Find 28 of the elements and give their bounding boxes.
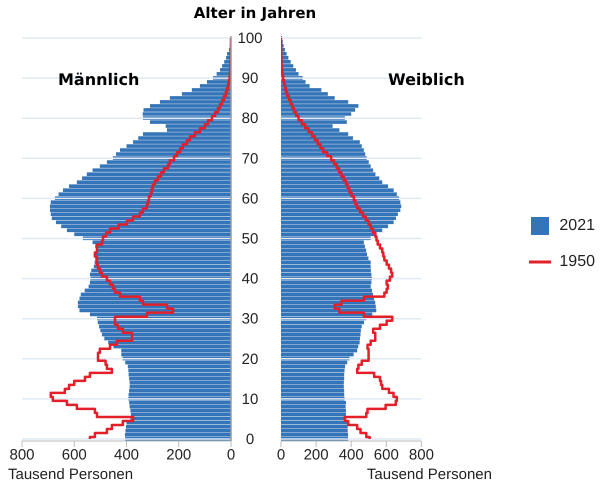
x-tick-label: 200 — [166, 446, 192, 464]
x-tick-label: 400 — [114, 446, 140, 464]
x-tick-label: 800 — [9, 446, 35, 464]
x-tick-label: 400 — [338, 446, 364, 464]
y-tick-label: 50 — [242, 230, 258, 248]
x-tick-label: 600 — [62, 446, 87, 464]
x-tick-label: 200 — [304, 446, 329, 464]
x-tick-label: 0 — [276, 446, 286, 464]
y-tick-label: 0 — [246, 430, 254, 448]
y-axis-title: Alter in Jahren — [192, 4, 318, 22]
text: Männlich — [58, 70, 140, 89]
y-tick-label: 40 — [242, 270, 258, 288]
legend-label: 1950 — [559, 252, 595, 270]
y-tick-label: 10 — [242, 390, 258, 408]
y-tick-label: 80 — [242, 110, 258, 128]
legend-label: 2021 — [559, 216, 595, 234]
y-tick-label: 20 — [242, 350, 258, 368]
x-tick-label: 600 — [374, 446, 399, 464]
y-tick-label: 100 — [237, 30, 263, 48]
x-axis-title: Tausend Personen — [8, 466, 134, 483]
y-tick-label: 90 — [242, 70, 258, 88]
x-tick-label: 800 — [408, 446, 434, 464]
text: Weiblich — [388, 70, 465, 89]
x-tick-label: 0 — [226, 446, 236, 464]
y-tick-label: 70 — [242, 150, 258, 168]
x-axis-title: Tausend Personen — [366, 466, 492, 483]
y-tick-label: 60 — [242, 190, 258, 208]
y-tick-label: 30 — [242, 310, 258, 328]
